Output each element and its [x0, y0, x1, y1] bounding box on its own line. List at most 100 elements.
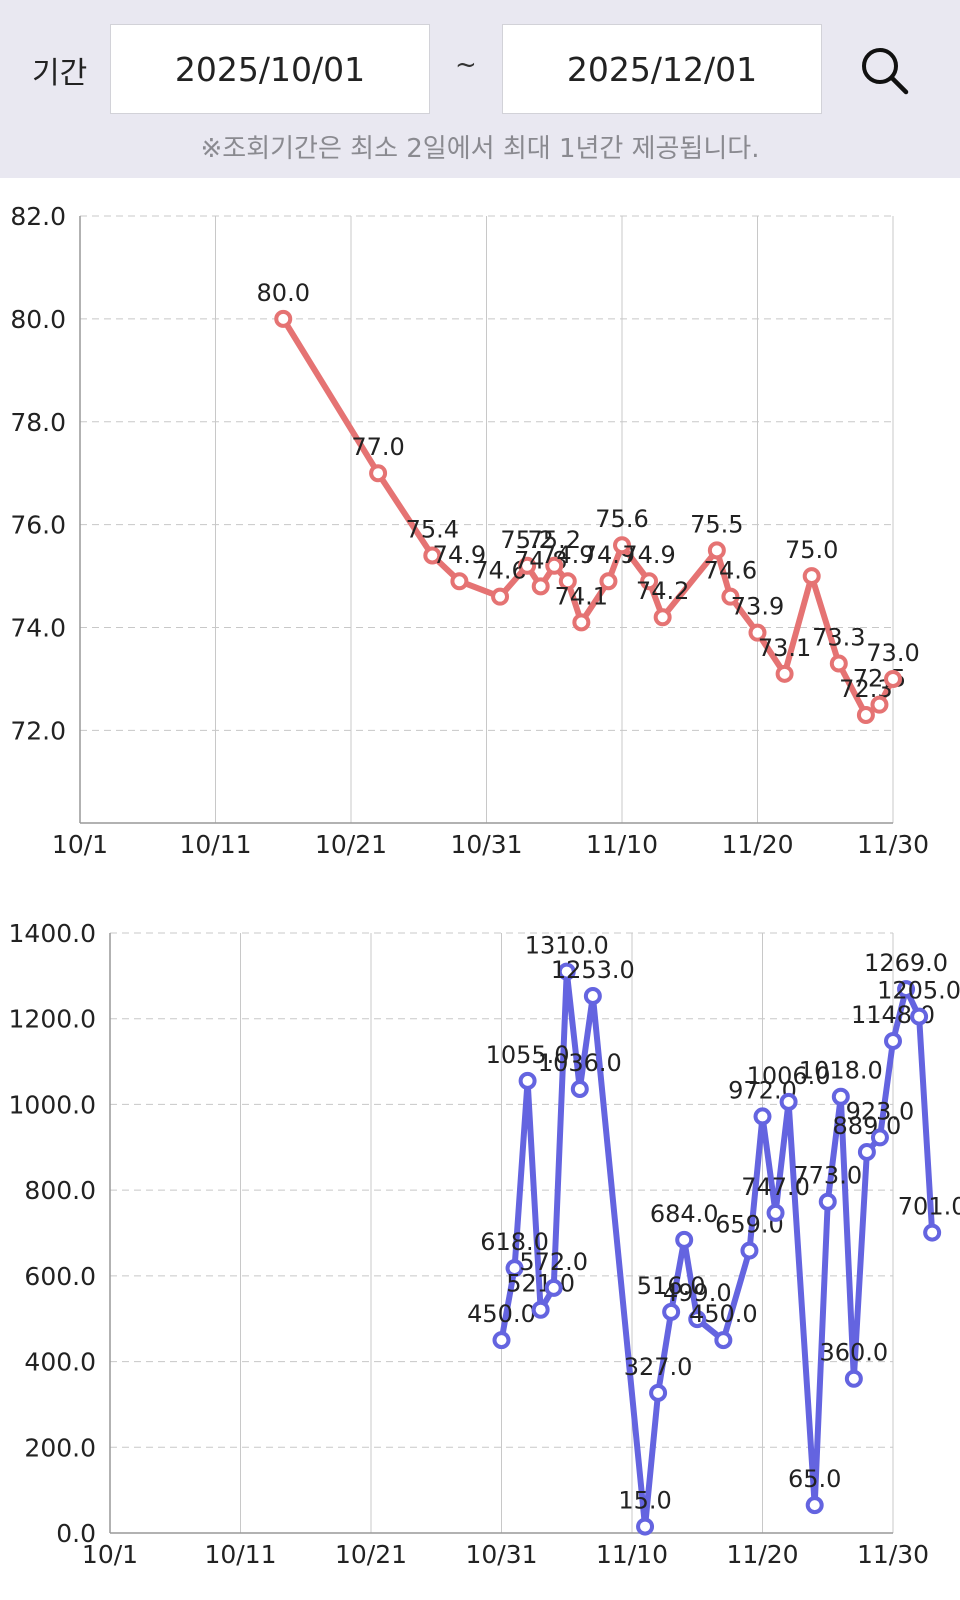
data-point — [557, 962, 576, 981]
data-label: 889.0 — [833, 1112, 902, 1140]
data-point — [897, 980, 916, 999]
data-point — [844, 1369, 863, 1388]
data-label: 73.0 — [866, 639, 919, 667]
y-tick-label: 1400.0 — [9, 919, 96, 948]
data-label: 75.5 — [690, 510, 743, 538]
data-point — [818, 1192, 837, 1211]
data-label: 450.0 — [467, 1300, 536, 1328]
data-label: 15.0 — [618, 1487, 671, 1515]
x-tick-label: 10/11 — [204, 1540, 276, 1569]
end-date-field[interactable]: 2025/12/01 — [502, 24, 822, 114]
data-label: 1310.0 — [525, 932, 609, 960]
data-point — [805, 1496, 824, 1515]
data-label: 65.0 — [788, 1465, 841, 1493]
data-label: 80.0 — [257, 279, 310, 307]
data-point — [707, 541, 726, 560]
y-tick-label: 74.0 — [10, 614, 66, 643]
x-tick-label: 11/20 — [721, 830, 793, 859]
data-label: 74.6 — [473, 557, 526, 585]
data-label: 773.0 — [793, 1162, 862, 1190]
data-point — [662, 1302, 681, 1321]
data-label: 327.0 — [624, 1353, 693, 1381]
search-button[interactable] — [856, 42, 912, 98]
data-point — [640, 572, 659, 591]
data-point — [910, 1007, 929, 1026]
y-tick-label: 1200.0 — [9, 1005, 96, 1034]
date-separator: ~ — [455, 50, 477, 80]
y-tick-label: 78.0 — [10, 408, 66, 437]
data-point — [856, 705, 875, 724]
data-point — [570, 1080, 589, 1098]
data-label: 1253.0 — [551, 956, 635, 984]
data-point — [802, 567, 821, 586]
weight-line-chart: 72.0 74.0 76.0 78.0 80.0 82.0 10/1 10/11 10/21 10… — [10, 202, 929, 859]
series-line — [498, 968, 936, 1530]
data-point — [857, 1143, 876, 1161]
data-point — [531, 577, 550, 596]
x-tick-label: 10/21 — [335, 1540, 407, 1569]
data-point — [753, 1107, 772, 1126]
x-tick-label: 11/20 — [726, 1540, 798, 1569]
data-label: 618.0 — [480, 1228, 549, 1256]
data-label: 450.0 — [689, 1300, 758, 1328]
data-label: 73.1 — [758, 634, 811, 662]
data-point — [831, 1087, 850, 1106]
data-point — [274, 309, 293, 328]
data-label: 73.9 — [731, 593, 784, 621]
data-label: 701.0 — [898, 1193, 960, 1221]
data-label: 747.0 — [741, 1173, 810, 1201]
data-point — [491, 587, 510, 606]
data-point — [870, 1128, 889, 1147]
y-tick-label: 800.0 — [24, 1176, 96, 1205]
data-label: 75.4 — [406, 516, 459, 544]
y-tick-label: 76.0 — [10, 511, 66, 540]
data-point — [675, 1230, 694, 1249]
y-tick-label: 82.0 — [10, 202, 66, 231]
x-tick-label: 10/21 — [315, 830, 387, 859]
data-point — [599, 572, 618, 591]
count-line-chart: 0.0 200.0 400.0 600.0 800.0 1000.0 1200.0 1400.… — [9, 919, 960, 1569]
data-point — [531, 1300, 550, 1319]
x-tick-label: 11/30 — [857, 1540, 929, 1569]
data-label: 74.9 — [622, 541, 675, 569]
data-point — [653, 608, 672, 627]
x-tick-label: 10/11 — [179, 830, 251, 859]
data-label: 75.0 — [785, 536, 838, 564]
y-tick-label: 400.0 — [24, 1348, 96, 1377]
period-notice: ※조회기간은 최소 2일에서 최대 1년간 제공됩니다. — [200, 134, 760, 164]
data-point — [870, 695, 889, 714]
y-tick-label: 72.0 — [10, 716, 66, 745]
x-tick-label: 10/1 — [82, 1540, 138, 1569]
data-point — [518, 556, 537, 575]
y-tick-label: 200.0 — [24, 1433, 96, 1462]
data-label: 1036.0 — [538, 1049, 622, 1077]
data-point — [748, 623, 767, 642]
data-label: 521.0 — [506, 1270, 575, 1298]
data-label: 1205.0 — [877, 977, 960, 1005]
data-point — [423, 546, 442, 565]
data-point — [884, 669, 902, 688]
data-label: 360.0 — [819, 1339, 888, 1367]
data-label: 1055.0 — [486, 1041, 570, 1069]
data-label: 1006.0 — [747, 1062, 831, 1090]
data-label: 684.0 — [650, 1200, 719, 1228]
data-point — [450, 572, 469, 591]
data-point — [779, 1092, 798, 1111]
data-point — [613, 536, 631, 555]
data-point — [721, 587, 740, 606]
start-date-field[interactable]: 2025/10/01 — [110, 24, 430, 114]
data-point — [688, 1310, 707, 1329]
search-icon — [862, 48, 909, 95]
y-tick-label: 80.0 — [10, 305, 66, 334]
x-tick-label: 10/31 — [450, 830, 522, 859]
data-point — [369, 464, 388, 483]
data-label: 73.3 — [812, 624, 865, 652]
data-point — [518, 1071, 537, 1090]
data-point — [649, 1383, 668, 1402]
x-tick-label: 11/10 — [586, 830, 658, 859]
data-label: 77.0 — [351, 433, 404, 461]
data-point — [583, 987, 602, 1005]
data-label: 74.9 — [541, 541, 594, 569]
data-label: 499.0 — [663, 1279, 732, 1307]
data-point — [636, 1517, 655, 1536]
